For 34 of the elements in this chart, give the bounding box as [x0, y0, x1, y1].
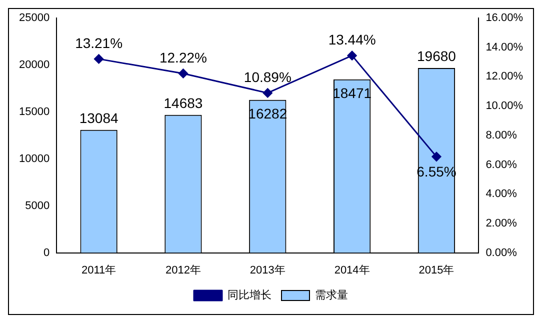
point — [178, 68, 188, 78]
y-tick-label: 10000 — [18, 152, 50, 165]
data-label: 10.89% — [244, 68, 292, 85]
y2-tick-label: 6.00% — [486, 158, 518, 171]
point — [262, 88, 272, 98]
x-tick-label: 2011年 — [81, 264, 116, 276]
data-label: 14683 — [164, 94, 203, 111]
y-tick-label: 20000 — [18, 58, 50, 71]
y-tick-label: 0 — [43, 246, 50, 259]
point — [432, 152, 442, 162]
y2-tick-label: 14.00% — [486, 41, 524, 54]
y2-tick-label: 4.00% — [486, 188, 518, 200]
data-label: 13084 — [79, 110, 118, 126]
y-tick-label: 25000 — [18, 12, 50, 24]
y-tick-label: 5000 — [25, 200, 50, 212]
x-tick-label: 2015年 — [418, 264, 454, 276]
point — [347, 50, 357, 60]
point — [94, 54, 104, 64]
y-tick-label: 15000 — [18, 106, 50, 118]
x-tick-label: 2012年 — [165, 264, 201, 276]
y2-tick-label: 10.00% — [486, 100, 524, 112]
y2-tick-label: 12.00% — [486, 70, 524, 83]
data-label: 19680 — [417, 48, 456, 64]
data-label: 12.22% — [159, 49, 207, 66]
x-tick-label: 2014年 — [334, 264, 370, 276]
legend-label: 需求量 — [315, 288, 348, 302]
y2-tick-label: 2.00% — [486, 217, 518, 230]
x-tick-label: 2013年 — [250, 264, 286, 276]
data-label: 13.44% — [328, 31, 376, 48]
y2-tick-label: 8.00% — [486, 129, 518, 142]
data-label: 13.21% — [75, 34, 123, 51]
legend-label: 同比增长 — [228, 288, 272, 302]
y2-tick-label: 16.00% — [486, 12, 524, 24]
y2-tick-label: 0.00% — [486, 246, 518, 259]
